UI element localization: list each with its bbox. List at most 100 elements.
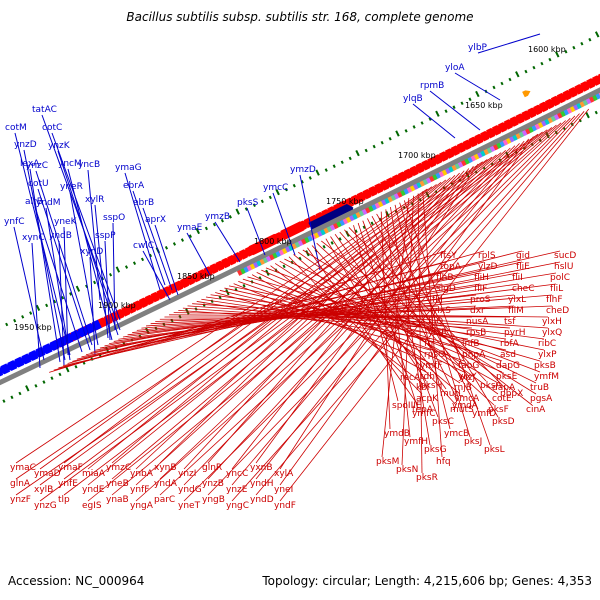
gene-leader-line (251, 274, 427, 373)
gene-leader-line (111, 152, 502, 480)
scale-tick (164, 245, 169, 250)
gene-label: flhB (436, 273, 454, 283)
scale-label: 1700 kbp (398, 151, 436, 160)
gene-label: ymaD (34, 469, 61, 479)
gene-label: pksA (480, 381, 503, 391)
gene-leader-line (348, 227, 507, 390)
gene-label: truB (530, 383, 549, 393)
large-gene-arrow (280, 221, 306, 240)
gene-leader-line (87, 169, 101, 301)
gene-label: ymdB (384, 429, 410, 439)
gene-label: ynzD (14, 140, 37, 150)
gene-label: yneB (106, 479, 129, 489)
gene-label: alrB (25, 197, 43, 207)
scale-tick (585, 112, 590, 119)
scale-tick (235, 208, 240, 215)
gene-label: rnjB (454, 383, 472, 393)
gene-label: ynzI (178, 469, 196, 479)
scale-tick (300, 180, 304, 184)
gene-label: ylxH (542, 317, 562, 327)
gene-leader-line (247, 276, 541, 362)
gene-label: rplS (478, 251, 496, 261)
gene-leader-line (274, 263, 461, 384)
gene-label: ymfH (404, 437, 428, 447)
gene-leader-line (31, 242, 41, 369)
gene-label: yncM (58, 159, 82, 169)
gene-label: pksB (534, 361, 556, 371)
gene-label: xynC (22, 233, 45, 243)
gene-label: ynzE (226, 485, 248, 495)
gene-leader-line (39, 159, 488, 486)
gene-label: tatAC (32, 105, 57, 115)
gene-label: yngB (202, 495, 225, 505)
gene-leader-line (390, 207, 431, 446)
gene-label: pksH (420, 381, 442, 391)
gene-label: topA (440, 262, 462, 272)
gene-label: spoIIIE (392, 401, 422, 411)
scale-tick (492, 85, 496, 90)
scale-tick (244, 207, 248, 211)
scale-tick (18, 391, 22, 396)
scale-tick (412, 125, 416, 129)
scale-tick (185, 308, 190, 315)
gene-leader-line (284, 258, 537, 384)
gene-label: ymzD (290, 165, 316, 175)
gene-label: yneR (60, 182, 83, 192)
scale-tick (124, 265, 129, 269)
gene-label: yndF (274, 501, 296, 511)
gene-label: yncC (226, 469, 248, 479)
scale-tick (13, 318, 17, 323)
scale-tick (322, 245, 326, 249)
gene-label: yloA (445, 63, 465, 73)
gene-leader-line (142, 250, 171, 301)
gene-label: flhF (546, 295, 563, 305)
gene-label: fliL (550, 284, 563, 294)
gene-label: ylzD (478, 262, 498, 272)
scale-tick (580, 41, 584, 46)
gene-label: ymfD (472, 409, 496, 419)
gene-label: ymaE (177, 223, 203, 233)
gene-label: ebrB (133, 198, 154, 208)
gene-leader-line (299, 174, 321, 271)
gene-leader-line (111, 124, 557, 496)
scale-tick (292, 183, 296, 188)
gene-leader-line (23, 149, 66, 361)
scale-label: 1750 kbp (326, 197, 364, 206)
gene-label: ymaC (10, 463, 36, 473)
scale-label: 1950 kbp (14, 323, 52, 332)
gene-label: yxnB (250, 463, 273, 473)
scale-tick (5, 322, 9, 327)
gene-leader-line (246, 207, 266, 256)
scale-tick (132, 261, 137, 265)
scale-tick (324, 168, 328, 172)
gene-label: proS (470, 295, 491, 305)
gene-leader-line (256, 272, 465, 373)
scale-tick (29, 311, 33, 315)
gene-label: ylxS (432, 306, 451, 316)
gene-label: tsf (504, 317, 516, 327)
gene-label: yncB (78, 160, 100, 170)
gene-label: rbfA (500, 339, 520, 349)
gene-label: pksC (432, 417, 454, 427)
gene-leader-line (94, 204, 109, 339)
scale-tick (578, 118, 582, 123)
gene-label: cinA (526, 405, 546, 415)
scale-tick (260, 199, 264, 204)
gene-label: fliI (512, 273, 523, 283)
gene-label: fliJ (432, 295, 443, 305)
scale-tick (452, 105, 456, 110)
scale-tick (61, 295, 65, 300)
gene-label: pksM (376, 457, 399, 467)
gene-label: pksL (484, 445, 505, 455)
scale-tick (420, 121, 424, 125)
gene-label: rpmB (420, 81, 444, 91)
gene-leader-line (67, 168, 113, 341)
gene-leader-line (183, 117, 571, 502)
gene-leader-line (13, 226, 45, 361)
gene-label: pksD (492, 417, 515, 427)
gene-leader-line (58, 240, 65, 366)
leader-layer (13, 33, 590, 502)
gene-label: rpsO (424, 350, 445, 360)
